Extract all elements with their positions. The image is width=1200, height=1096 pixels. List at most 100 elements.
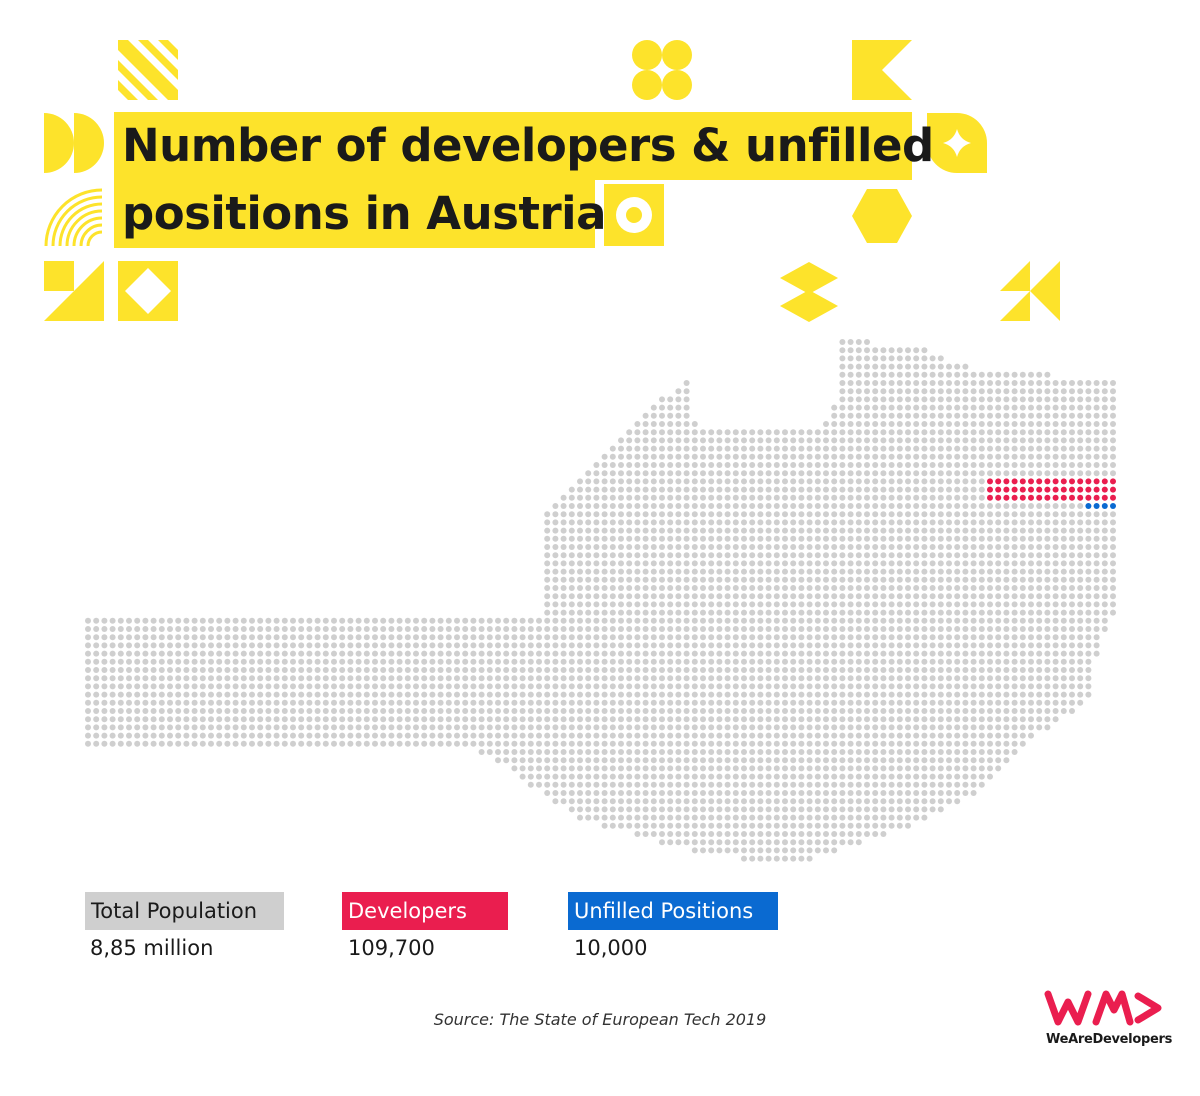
population-dot: [814, 658, 821, 665]
population-dot: [716, 626, 723, 632]
population-dot: [249, 642, 255, 649]
population-dot: [1044, 511, 1051, 518]
population-dot: [1019, 576, 1026, 583]
population-dot: [1085, 527, 1092, 534]
population-dot: [716, 822, 723, 829]
population-dot: [1036, 437, 1043, 444]
population-dot: [1044, 371, 1051, 378]
population-dot: [1036, 412, 1043, 419]
population-dot: [396, 626, 403, 632]
population-dot: [560, 601, 567, 608]
population-dot: [700, 544, 706, 550]
population-dot: [167, 740, 173, 747]
population-dot: [864, 527, 870, 534]
population-dot: [987, 453, 993, 460]
population-dot: [978, 658, 985, 665]
population-dot: [708, 658, 715, 665]
population-dot: [445, 650, 452, 657]
population-dot: [593, 601, 600, 608]
population-dot: [1110, 535, 1116, 542]
population-dot: [1011, 462, 1018, 468]
population-dot: [831, 437, 838, 444]
population-dot: [691, 691, 698, 698]
population-dot: [486, 683, 493, 690]
population-dot: [1052, 535, 1059, 542]
population-dot: [954, 732, 961, 739]
population-dot: [199, 658, 206, 665]
population-dot: [1069, 421, 1075, 427]
population-dot: [962, 576, 969, 583]
population-dot: [814, 716, 821, 723]
population-dot: [1003, 552, 1010, 559]
developers-dot: [1003, 478, 1010, 485]
population-dot: [568, 773, 575, 780]
population-dot: [1085, 396, 1092, 403]
population-dot: [495, 650, 501, 657]
population-dot: [782, 724, 788, 731]
population-dot: [618, 478, 624, 485]
population-dot: [765, 790, 772, 796]
population-dot: [429, 708, 436, 714]
population-dot: [585, 601, 592, 608]
population-dot: [921, 675, 928, 682]
population-dot: [290, 683, 296, 690]
population-dot: [642, 478, 649, 485]
page-title-line-2: positions in Austria: [114, 180, 606, 248]
population-dot: [724, 749, 731, 755]
population-dot: [109, 708, 116, 714]
population-dot: [724, 478, 731, 485]
population-dot: [1028, 511, 1034, 518]
population-dot: [634, 658, 641, 665]
population-dot: [601, 585, 608, 591]
population-dot: [429, 658, 436, 665]
population-dot: [175, 683, 182, 690]
population-dot: [511, 757, 518, 764]
population-dot: [716, 576, 723, 583]
population-dot: [675, 790, 682, 796]
population-dot: [249, 650, 255, 657]
population-dot: [823, 535, 829, 542]
population-dot: [839, 708, 846, 714]
population-dot: [823, 445, 829, 452]
population-dot: [552, 527, 559, 534]
population-dot: [749, 683, 756, 690]
population-dot: [954, 708, 961, 714]
population-dot: [273, 740, 280, 747]
population-dot: [437, 658, 444, 665]
population-dot: [921, 634, 928, 641]
population-dot: [847, 642, 854, 649]
population-dot: [970, 626, 977, 632]
population-dot: [560, 749, 567, 755]
population-dot: [716, 790, 723, 796]
population-dot: [1011, 560, 1018, 567]
population-dot: [937, 806, 944, 813]
population-dot: [1110, 576, 1116, 583]
population-dot: [888, 781, 895, 788]
population-dot: [831, 691, 838, 698]
population-dot: [577, 519, 583, 526]
population-dot: [708, 749, 715, 755]
population-dot: [667, 470, 674, 477]
population-dot: [519, 642, 526, 649]
population-dot: [1003, 576, 1010, 583]
population-dot: [913, 519, 920, 526]
population-dot: [749, 749, 756, 755]
population-dot: [1003, 749, 1010, 755]
population-dot: [265, 724, 272, 731]
population-dot: [675, 494, 682, 501]
population-dot: [1052, 601, 1059, 608]
population-dot: [765, 585, 772, 591]
population-dot: [987, 429, 993, 436]
population-dot: [700, 757, 706, 764]
population-dot: [987, 667, 993, 673]
population-dot: [618, 765, 624, 772]
population-dot: [691, 667, 698, 673]
population-dot: [331, 740, 337, 747]
population-dot: [199, 667, 206, 673]
population-dot: [462, 658, 469, 665]
population-dot: [519, 749, 526, 755]
population-dot: [126, 732, 132, 739]
population-dot: [150, 699, 157, 706]
population-dot: [880, 757, 887, 764]
population-dot: [847, 790, 854, 796]
